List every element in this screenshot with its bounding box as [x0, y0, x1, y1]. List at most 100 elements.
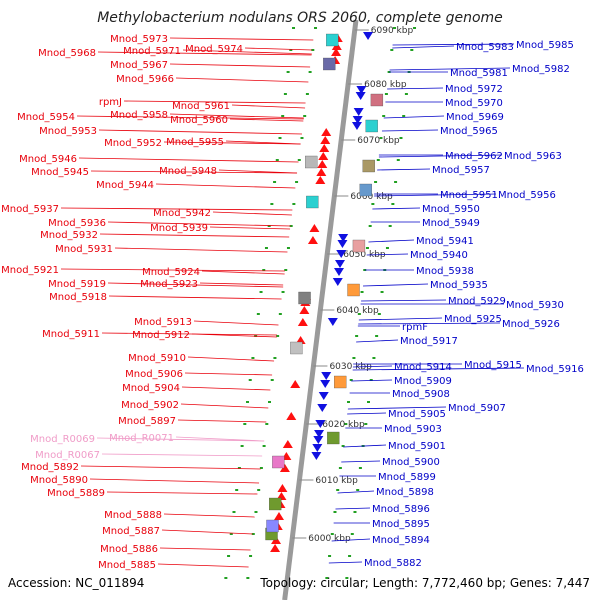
- right-gene-label-leader: [361, 299, 447, 302]
- left-gene-label-leader: [76, 115, 304, 120]
- left-gene-label-leader: [225, 140, 301, 145]
- forward-gene-arrow: [279, 464, 290, 472]
- right-gene-label-leader: [374, 193, 497, 197]
- right-gene-label: Mnod_5909: [394, 376, 452, 387]
- left-gene-label-leader: [106, 491, 258, 495]
- right-gene-label: Mnod_5917: [400, 336, 458, 347]
- forward-gene-arrow: [315, 176, 326, 184]
- gene-feature-box: [266, 519, 279, 533]
- kbp-tick-label: 6060 kbp: [350, 192, 393, 202]
- left-gene-label: Mnod_5966: [116, 74, 174, 85]
- left-gene-label: Mnod_5887: [102, 526, 160, 537]
- right-gene-label: Mnod_5965: [440, 126, 498, 137]
- left-gene-label-leader: [209, 226, 291, 230]
- reverse-gene-arrow: [312, 444, 323, 452]
- right-gene-label: Mnod_5925: [444, 314, 502, 325]
- right-gene-label: Mnod_5956: [498, 190, 556, 201]
- left-gene-label: Mnod_5973: [110, 34, 168, 45]
- left-gene-label: Mnod_5902: [121, 400, 179, 411]
- right-gene-label: Mnod_5970: [445, 98, 503, 109]
- right-gene-label: Mnod_5983: [456, 42, 514, 53]
- right-gene-label: Mnod_5950: [422, 204, 480, 215]
- left-gene-label: Mnod_5910: [128, 353, 186, 364]
- reverse-gene-arrow: [314, 430, 325, 438]
- left-gene-label: Mnod_5960: [170, 115, 228, 126]
- gene-feature-box: [298, 291, 311, 305]
- left-gene-label: Mnod_5942: [153, 208, 211, 219]
- reverse-gene-arrow: [321, 372, 332, 380]
- left-gene-label-leader: [78, 157, 299, 163]
- left-gene-label: Mnod_R0071: [109, 433, 174, 444]
- right-gene-label-leader: [368, 239, 415, 243]
- right-gene-label-leader: [366, 253, 409, 256]
- forward-gene-arrow: [309, 224, 320, 232]
- left-gene-label: Mnod_5919: [48, 279, 106, 290]
- left-gene-label: Mnod_5945: [31, 167, 89, 178]
- reverse-gene-arrow: [327, 318, 338, 326]
- reverse-gene-arrow: [352, 116, 363, 124]
- right-gene-label: Mnod_5901: [388, 441, 446, 452]
- right-gene-label: Mnod_5916: [526, 364, 584, 375]
- left-gene-label: Mnod_5968: [38, 48, 96, 59]
- left-gene-label: Mnod_5885: [98, 560, 156, 571]
- left-gene-label: Mnod_5946: [19, 154, 77, 165]
- forward-gene-arrow: [318, 152, 329, 160]
- left-gene-label: Mnod_5939: [150, 223, 208, 234]
- reverse-gene-arrow: [334, 268, 345, 276]
- reverse-gene-arrow: [318, 392, 329, 400]
- left-gene-label-leader: [99, 233, 290, 238]
- left-gene-label-leader: [107, 221, 291, 227]
- left-gene-label-leader: [177, 419, 267, 423]
- left-gene-label-leader: [231, 104, 306, 109]
- right-gene-label-leader: [337, 490, 375, 494]
- left-gene-label: Mnod_5932: [40, 230, 98, 241]
- right-gene-label: Mnod_5940: [410, 250, 468, 261]
- left-gene-label: Mnod_5888: [104, 510, 162, 521]
- gene-feature-box: [272, 455, 285, 469]
- right-gene-label-leader: [377, 168, 431, 171]
- right-gene-label: rpmF: [402, 322, 428, 333]
- right-gene-label-leader: [335, 507, 371, 510]
- reverse-gene-arrow: [317, 404, 328, 412]
- forward-gene-arrow: [273, 512, 284, 520]
- left-gene-label-leader: [191, 333, 277, 338]
- forward-gene-arrow: [270, 544, 281, 552]
- left-gene-label: Mnod_5958: [110, 110, 168, 121]
- right-gene-label: Mnod_5882: [364, 558, 422, 569]
- left-gene-label: Mnod_5967: [110, 60, 168, 71]
- left-gene-label-leader: [180, 403, 269, 409]
- right-gene-label-leader: [392, 45, 455, 49]
- reverse-gene-arrow: [336, 250, 347, 258]
- gene-feature-box: [365, 119, 378, 133]
- left-gene-label-leader: [98, 129, 302, 135]
- kbp-tick-label: 6000 kbp: [308, 534, 351, 544]
- reverse-gene-arrow: [332, 278, 343, 286]
- left-gene-label-leader: [212, 211, 292, 216]
- reverse-gene-arrow: [315, 420, 326, 428]
- right-gene-label-leader: [387, 87, 444, 90]
- right-gene-label: Mnod_5981: [450, 68, 508, 79]
- forward-gene-arrow: [299, 306, 310, 314]
- left-gene-label: Mnod_5906: [125, 369, 183, 380]
- right-gene-label-leader: [358, 322, 501, 325]
- left-gene-label: Mnod_5974: [185, 44, 243, 55]
- right-gene-label: Mnod_5894: [372, 535, 430, 546]
- left-gene-label-leader: [169, 113, 304, 119]
- kbp-tick-label: 6090 kbp: [371, 26, 414, 36]
- right-gene-label-leader: [363, 283, 429, 287]
- reverse-gene-arrow: [313, 436, 324, 444]
- left-gene-label-leader: [184, 372, 273, 376]
- kbp-tick-label: 6020 kbp: [322, 420, 365, 430]
- left-gene-label: Mnod_5918: [49, 292, 107, 303]
- forward-gene-arrow: [321, 128, 332, 136]
- right-gene-label: Mnod_5957: [432, 165, 490, 176]
- right-gene-label-leader: [352, 365, 393, 368]
- left-gene-label-leader: [80, 465, 261, 470]
- left-gene-label: Mnod_5948: [159, 166, 217, 177]
- topology-text: Topology: circular; Length: 7,772,460 bp…: [260, 576, 590, 590]
- left-gene-label-leader: [107, 282, 284, 288]
- accession-text: Accession: NC_011894: [8, 576, 145, 590]
- right-gene-label: Mnod_5962: [445, 151, 503, 162]
- left-gene-label-leader: [101, 332, 278, 336]
